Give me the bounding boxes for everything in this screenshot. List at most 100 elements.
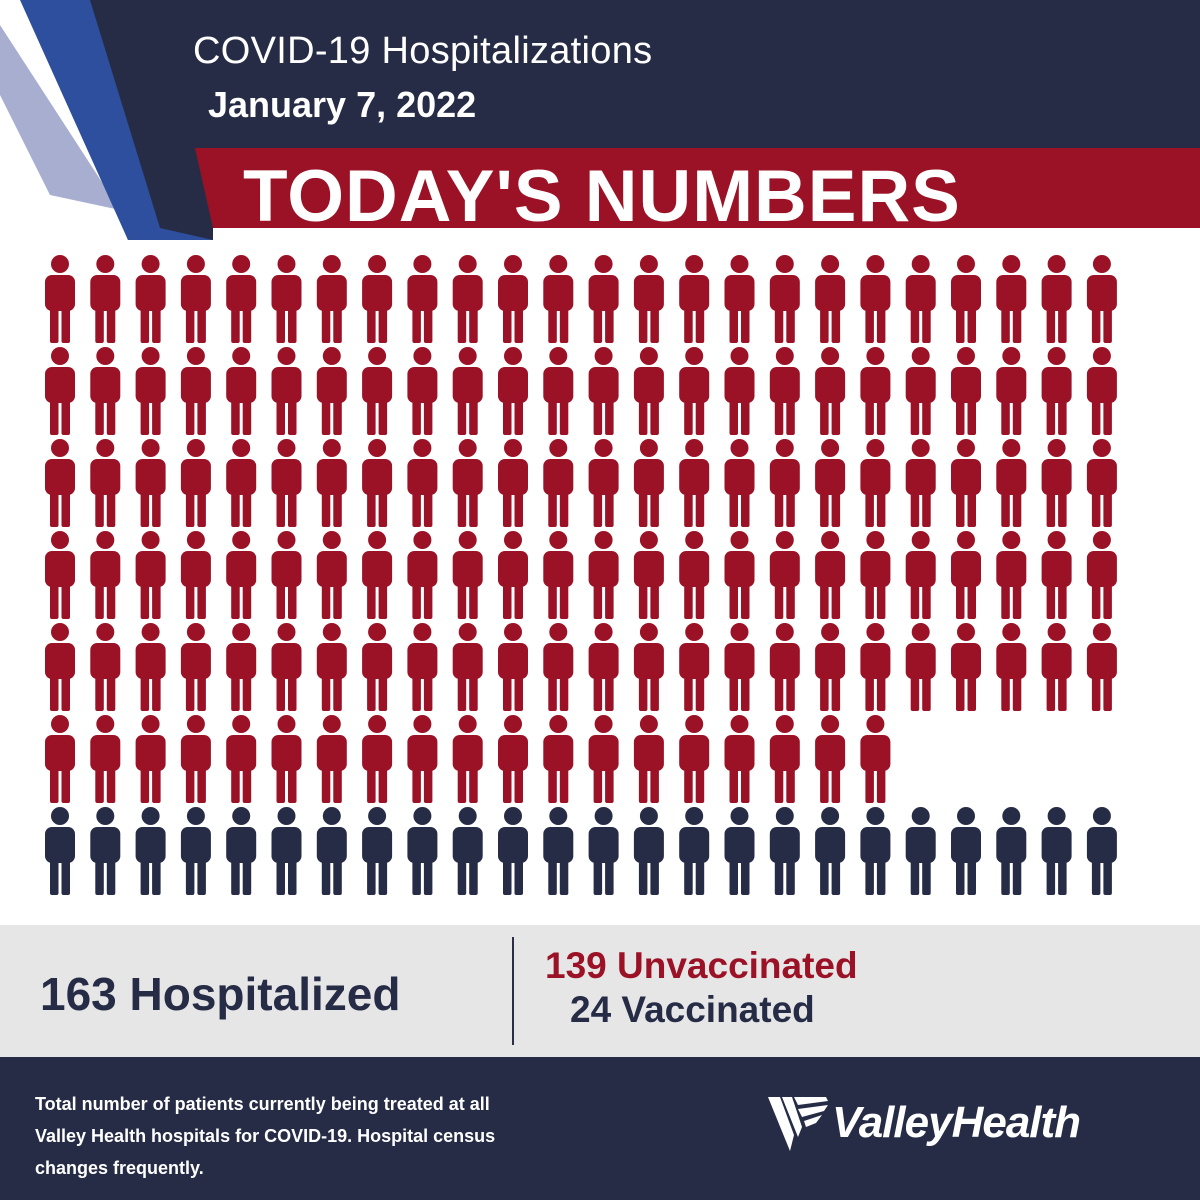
unvaccinated-person-icon	[588, 715, 619, 803]
hospitalized-total: 163 Hospitalized	[40, 968, 401, 1020]
unvaccinated-person-icon	[860, 439, 891, 527]
unvaccinated-person-icon	[543, 255, 574, 343]
unvaccinated-person-icon	[271, 623, 302, 711]
vaccinated-person-icon	[860, 807, 891, 895]
unvaccinated-person-icon	[226, 531, 257, 619]
unvaccinated-person-icon	[90, 531, 121, 619]
unvaccinated-person-icon	[1086, 439, 1117, 527]
unvaccinated-person-icon	[90, 347, 121, 435]
unvaccinated-person-icon	[951, 623, 981, 711]
unvaccinated-person-icon	[860, 255, 891, 343]
unvaccinated-person-icon	[815, 531, 846, 619]
vaccinated-person-icon	[498, 807, 528, 895]
unvaccinated-person-icon	[815, 439, 846, 527]
unvaccinated-person-icon	[724, 531, 755, 619]
unvaccinated-person-icon	[362, 439, 393, 527]
header-navy-background	[30, 0, 1200, 240]
unvaccinated-person-icon	[498, 623, 528, 711]
stripe-light	[0, 25, 120, 210]
vaccinated-person-icon	[316, 807, 347, 895]
unvaccinated-person-icon	[860, 531, 891, 619]
unvaccinated-person-icon	[769, 255, 800, 343]
valley-health-logo-icon	[768, 1097, 828, 1151]
unvaccinated-person-icon	[724, 439, 755, 527]
unvaccinated-person-icon	[45, 623, 75, 711]
vaccinated-person-icon	[226, 807, 257, 895]
vaccinated-person-icon	[45, 807, 75, 895]
vaccinated-person-icon	[407, 807, 438, 895]
unvaccinated-person-icon	[316, 623, 347, 711]
unvaccinated-person-icon	[633, 347, 664, 435]
unvaccinated-person-icon	[180, 623, 211, 711]
unvaccinated-person-icon	[180, 531, 211, 619]
unvaccinated-person-icon	[316, 531, 347, 619]
vaccinated-count: 24 Vaccinated	[570, 989, 815, 1030]
unvaccinated-person-icon	[407, 715, 438, 803]
unvaccinated-person-icon	[815, 623, 846, 711]
unvaccinated-person-icon	[679, 439, 710, 527]
unvaccinated-person-icon	[679, 531, 710, 619]
unvaccinated-person-icon	[724, 347, 755, 435]
unvaccinated-person-icon	[316, 347, 347, 435]
unvaccinated-person-icon	[498, 255, 528, 343]
unvaccinated-person-icon	[543, 531, 574, 619]
unvaccinated-person-icon	[769, 347, 800, 435]
unvaccinated-person-icon	[45, 531, 75, 619]
unvaccinated-person-icon	[135, 623, 166, 711]
unvaccinated-person-icon	[815, 255, 846, 343]
unvaccinated-person-icon	[316, 439, 347, 527]
unvaccinated-person-icon	[180, 439, 211, 527]
unvaccinated-person-icon	[271, 347, 302, 435]
unvaccinated-person-icon	[180, 255, 211, 343]
footer: Total number of patients currently being…	[0, 1057, 1200, 1200]
unvaccinated-person-icon	[90, 715, 121, 803]
unvaccinated-person-icon	[951, 531, 981, 619]
unvaccinated-person-icon	[588, 347, 619, 435]
unvaccinated-person-icon	[498, 715, 528, 803]
unvaccinated-person-icon	[271, 439, 302, 527]
stats-divider	[512, 937, 514, 1045]
unvaccinated-person-icon	[316, 715, 347, 803]
unvaccinated-person-icon	[45, 255, 75, 343]
vaccinated-person-icon	[724, 807, 755, 895]
unvaccinated-person-icon	[951, 255, 981, 343]
unvaccinated-person-icon	[135, 531, 166, 619]
vaccinated-person-icon	[996, 807, 1027, 895]
unvaccinated-person-icon	[45, 347, 75, 435]
unvaccinated-person-icon	[1041, 531, 1072, 619]
unvaccinated-person-icon	[135, 347, 166, 435]
vaccinated-person-icon	[1041, 807, 1072, 895]
unvaccinated-person-icon	[226, 255, 257, 343]
vaccinated-person-icon	[815, 807, 846, 895]
unvaccinated-person-icon	[180, 715, 211, 803]
unvaccinated-person-icon	[362, 623, 393, 711]
unvaccinated-person-icon	[769, 531, 800, 619]
unvaccinated-person-icon	[90, 439, 121, 527]
unvaccinated-person-icon	[860, 347, 891, 435]
unvaccinated-person-icon	[498, 347, 528, 435]
unvaccinated-person-icon	[407, 439, 438, 527]
unvaccinated-person-icon	[724, 255, 755, 343]
unvaccinated-person-icon	[362, 255, 393, 343]
people-pictogram	[45, 255, 1117, 895]
vaccinated-person-icon	[452, 807, 483, 895]
unvaccinated-person-icon	[498, 531, 528, 619]
unvaccinated-person-icon	[407, 623, 438, 711]
unvaccinated-person-icon	[724, 623, 755, 711]
vaccinated-person-icon	[135, 807, 166, 895]
unvaccinated-person-icon	[362, 347, 393, 435]
vaccinated-person-icon	[271, 807, 302, 895]
unvaccinated-person-icon	[951, 347, 981, 435]
unvaccinated-person-icon	[271, 715, 302, 803]
unvaccinated-person-icon	[226, 623, 257, 711]
unvaccinated-person-icon	[1086, 255, 1117, 343]
unvaccinated-person-icon	[996, 255, 1027, 343]
unvaccinated-person-icon	[407, 531, 438, 619]
unvaccinated-person-icon	[226, 715, 257, 803]
vaccinated-person-icon	[679, 807, 710, 895]
vaccinated-person-icon	[90, 807, 121, 895]
unvaccinated-person-icon	[905, 255, 936, 343]
unvaccinated-person-icon	[226, 347, 257, 435]
unvaccinated-person-icon	[996, 439, 1027, 527]
